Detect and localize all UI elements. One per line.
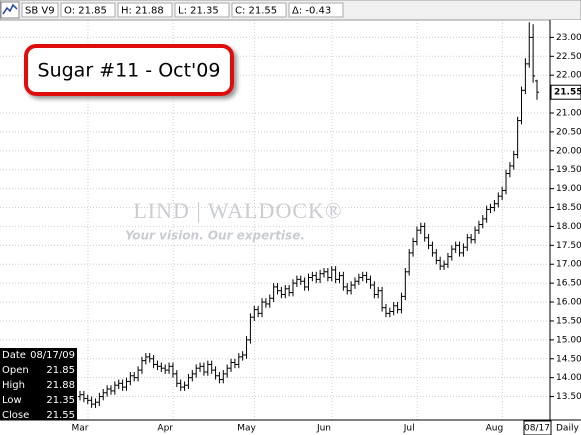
chart-icon [2, 3, 18, 15]
data-window-value: 21.55 [46, 410, 75, 421]
y-tick-label: 22.00 [556, 71, 581, 81]
data-window-label: High [2, 380, 25, 391]
x-tick-label: Aug [486, 424, 504, 434]
data-window-value: 21.35 [46, 395, 75, 406]
x-tick-label: Apr [157, 424, 173, 434]
y-tick-label: 19.50 [556, 165, 581, 175]
y-tick-label: 17.50 [556, 241, 581, 251]
toolbar-field [117, 2, 173, 18]
y-tick-label: 20.00 [556, 146, 581, 156]
last-price-label: 21.55 [554, 88, 581, 98]
y-tick-label: 19.00 [556, 184, 581, 194]
toolbar-text: H: 21.88 [121, 6, 164, 17]
toolbar-text: SB V9 [25, 6, 55, 17]
x-axis: Mar Apr May Jun Jul Aug [72, 424, 504, 434]
title-box [24, 44, 234, 96]
watermark-brand: LIND | WALDOCK® [133, 198, 342, 223]
y-tick-label: 18.00 [556, 222, 581, 232]
y-tick-label: 13.50 [556, 392, 581, 402]
data-window [0, 348, 77, 420]
y-tick-label: 20.50 [556, 127, 581, 137]
toolbar-field [174, 2, 230, 18]
y-axis: 13.50 14.00 14.50 15.00 15.50 16.00 16.50 17.00… [550, 33, 581, 402]
y-tick-label: 23.00 [556, 33, 581, 43]
watermark-tagline: Your vision. Our expertise. [125, 229, 305, 243]
toolbar-field [231, 2, 287, 18]
toolbar-text: L: 21.35 [178, 6, 219, 17]
y-tick-label: 14.50 [556, 354, 581, 364]
y-tick-label: 21.00 [556, 109, 581, 119]
x-tick-label: Jul [403, 424, 415, 434]
data-window-label: Date [2, 350, 26, 361]
y-tick-label: 15.00 [556, 335, 581, 345]
data-window-label: Open [2, 365, 29, 376]
y-tick-label: 16.00 [556, 298, 581, 308]
y-tick-label: 16.50 [556, 279, 581, 289]
cursor-date: 08/17 [524, 424, 550, 434]
y-tick-label: 14.00 [556, 373, 581, 383]
chart-title: Sugar #11 - Oct'09 [38, 60, 221, 82]
data-window-value: 21.88 [46, 380, 75, 391]
toolbar-items: SB V9 O: 21.85 H: 21.88 L: 21.35 C: 21.55 Δ: … [0, 1, 344, 19]
data-window-value: 08/17/09 [30, 350, 75, 361]
toolbar-text: O: 21.85 [64, 6, 107, 17]
x-tick-label: May [237, 424, 256, 434]
data-window-label: Close [2, 410, 29, 421]
toolbar-text: C: 21.55 [235, 6, 277, 17]
period: Daily [556, 424, 579, 434]
toolbar-text: Δ: -0.43 [292, 6, 331, 17]
x-axis-panel [0, 420, 581, 435]
toolbar-field [21, 2, 59, 18]
data-window-value: 21.85 [46, 365, 75, 376]
toolbar-field [288, 2, 344, 18]
x-tick-label: Mar [72, 424, 89, 434]
y-tick-label: 17.00 [556, 260, 581, 270]
bars [78, 22, 539, 408]
last-price-box [550, 84, 581, 100]
toolbar-field [60, 2, 116, 18]
y-tick-label: 18.50 [556, 203, 581, 213]
data-window-label: Low [2, 395, 22, 406]
y-tick-label: 22.50 [556, 52, 581, 62]
y-tick-label: 15.50 [556, 316, 581, 326]
x-tick-label: Jun [316, 424, 331, 434]
cursor-date-box [523, 420, 552, 435]
